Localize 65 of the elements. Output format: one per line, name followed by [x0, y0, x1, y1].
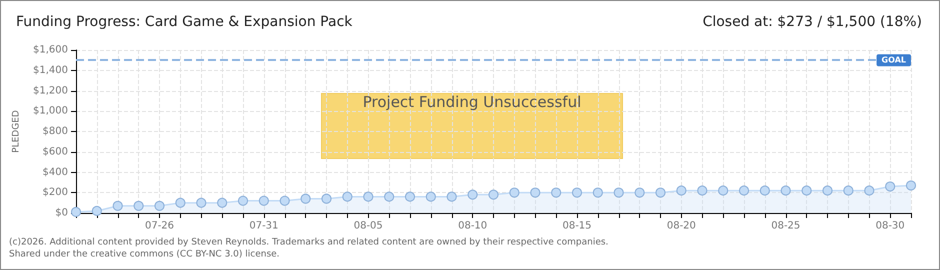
- y-tick-label: $1,600: [33, 44, 68, 56]
- y-tick-label: $1,400: [33, 64, 68, 76]
- annotation: Project Funding Unsuccessful: [362, 93, 582, 111]
- x-tick-label: 08-20: [666, 220, 696, 232]
- y-tick-label: $400: [42, 166, 68, 178]
- x-tick-label: 08-30: [876, 220, 905, 232]
- point: [300, 194, 311, 204]
- point: [592, 188, 603, 198]
- point: [322, 194, 332, 204]
- y-axis-title: PLEDGED: [12, 110, 22, 153]
- point: [258, 196, 269, 206]
- y-tick-label: $1,200: [33, 85, 68, 96]
- x-tick-label: 07-26: [144, 220, 174, 232]
- point: [426, 192, 436, 202]
- point: [739, 186, 749, 196]
- point: [405, 192, 415, 202]
- point: [906, 180, 916, 190]
- point: [134, 200, 144, 211]
- point: [718, 186, 728, 196]
- y-tick-label: $200: [42, 187, 68, 198]
- point: [280, 196, 290, 206]
- chart-title: Funding Progress: Card Game & Expansion Pack: [16, 14, 354, 30]
- point: [614, 188, 624, 198]
- point: [342, 192, 352, 202]
- point: [509, 188, 520, 198]
- y-tick-label: $600: [42, 146, 68, 158]
- point: [488, 190, 498, 200]
- point: [196, 198, 206, 208]
- point: [843, 186, 854, 196]
- x-tick-label: 08-25: [771, 220, 800, 232]
- ref-line-label: GOAL: [882, 56, 906, 65]
- point: [780, 186, 791, 196]
- point: [363, 192, 374, 202]
- x-tick-label: 08-05: [354, 220, 383, 232]
- point: [217, 198, 228, 208]
- point: [530, 188, 540, 198]
- point: [71, 206, 81, 217]
- point: [175, 198, 186, 208]
- point: [384, 192, 394, 202]
- point: [697, 186, 708, 196]
- point: [676, 186, 686, 196]
- y-tick-label: $800: [42, 126, 68, 137]
- x-tick-label: 08-10: [458, 220, 488, 232]
- point: [760, 186, 770, 196]
- point: [656, 188, 666, 198]
- point: [92, 206, 102, 216]
- text: (c)2026. Additional content provided by Steven Reynolds. Trademarks and related content are owned by their respective companies.: [9, 238, 608, 248]
- point: [468, 190, 478, 200]
- point: [572, 188, 582, 198]
- point: [446, 192, 457, 202]
- point: [885, 182, 896, 192]
- point: [154, 200, 164, 211]
- y-tick-label: $0: [55, 208, 68, 218]
- point: [238, 196, 248, 206]
- x-tick-label: 08-15: [562, 220, 592, 232]
- point: [864, 186, 874, 196]
- point: [112, 200, 123, 211]
- y-tick-label: $1,000: [33, 106, 68, 117]
- point: [551, 188, 562, 198]
- chart-subtitle: Closed at: $273 / $1,500 (18%): [702, 14, 922, 30]
- text: Shared under the creative commons (CC BY-NC 3.0) license.: [9, 250, 280, 260]
- point: [634, 188, 645, 198]
- point: [802, 186, 812, 196]
- x-tick-label: 07-31: [249, 220, 278, 232]
- point: [822, 186, 832, 196]
